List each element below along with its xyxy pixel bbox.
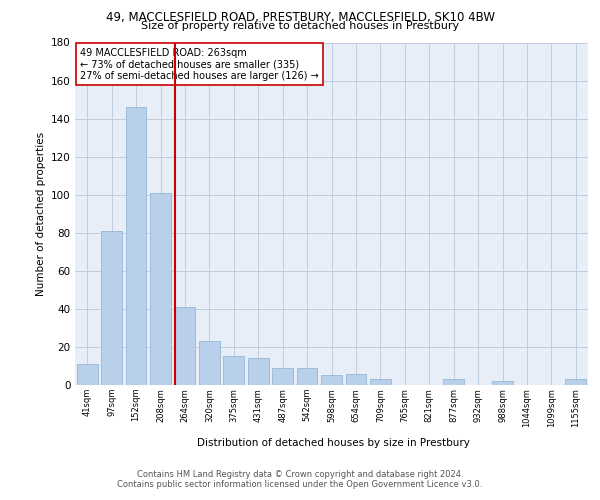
Bar [175, 307, 196, 385]
Y-axis label: Number of detached properties: Number of detached properties [35, 132, 46, 296]
Bar [370, 380, 391, 385]
Bar [150, 193, 171, 385]
Bar [248, 358, 269, 385]
Bar [565, 380, 586, 385]
Bar [296, 368, 317, 385]
Bar [443, 380, 464, 385]
Bar [223, 356, 244, 385]
Bar [321, 376, 342, 385]
Bar [199, 341, 220, 385]
Text: Distribution of detached houses by size in Prestbury: Distribution of detached houses by size … [197, 438, 469, 448]
Bar [101, 231, 122, 385]
Bar [346, 374, 367, 385]
Text: Contains HM Land Registry data © Crown copyright and database right 2024.: Contains HM Land Registry data © Crown c… [137, 470, 463, 479]
Bar [492, 381, 513, 385]
Bar [77, 364, 98, 385]
Text: 49 MACCLESFIELD ROAD: 263sqm
← 73% of detached houses are smaller (335)
27% of s: 49 MACCLESFIELD ROAD: 263sqm ← 73% of de… [80, 48, 319, 81]
Bar [272, 368, 293, 385]
Text: Contains public sector information licensed under the Open Government Licence v3: Contains public sector information licen… [118, 480, 482, 489]
Text: Size of property relative to detached houses in Prestbury: Size of property relative to detached ho… [141, 21, 459, 31]
Text: 49, MACCLESFIELD ROAD, PRESTBURY, MACCLESFIELD, SK10 4BW: 49, MACCLESFIELD ROAD, PRESTBURY, MACCLE… [106, 11, 494, 24]
Bar [125, 107, 146, 385]
